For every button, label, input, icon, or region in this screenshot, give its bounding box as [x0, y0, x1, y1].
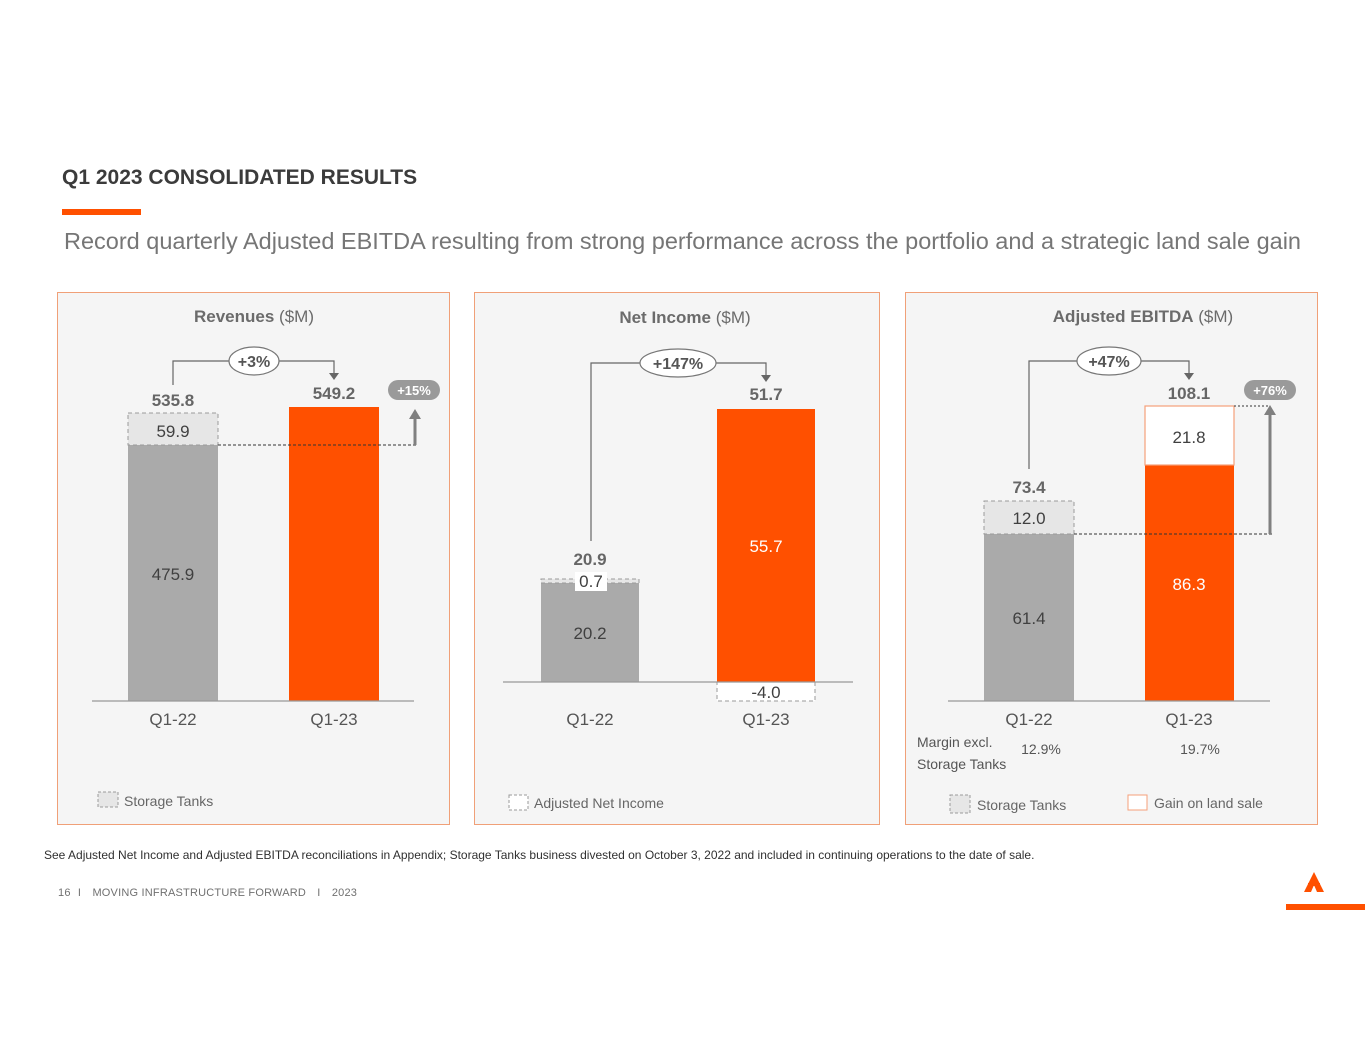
growth-label: +47% [1088, 354, 1129, 371]
excl-arrowhead [409, 409, 421, 419]
chart-title-bold: Adjusted EBITDA [1053, 307, 1194, 326]
excl-growth-label: +76% [1253, 383, 1287, 398]
x-tick-q1-22: Q1-22 [566, 710, 613, 729]
growth-arrowhead [761, 375, 771, 382]
total-label-q1-22: 73.4 [1012, 478, 1046, 497]
footnote: See Adjusted Net Income and Adjusted EBI… [44, 848, 1035, 862]
adjusted-ebitda-chart: Adjusted EBITDA ($M) +47% +76% 73.4 108.… [917, 307, 1296, 814]
x-tick-q1-23: Q1-23 [310, 710, 357, 729]
legend-label-gain-on-land-sale: Gain on land sale [1154, 795, 1263, 811]
growth-label: +147% [653, 356, 703, 373]
x-tick-q1-23: Q1-23 [742, 710, 789, 729]
chart-title: Net Income ($M) [619, 308, 750, 327]
legend-label-adjusted-net-income: Adjusted Net Income [534, 795, 664, 811]
footer-separator: I [317, 887, 321, 899]
chart-title-unit: ($M) [1198, 307, 1233, 326]
revenues-chart: Revenues ($M) +3% +15% 535.8 549.2 59.9 … [92, 307, 440, 809]
base-value-label: 475.9 [152, 565, 195, 584]
growth-arrowhead [329, 373, 339, 380]
chart-title-unit: ($M) [716, 308, 751, 327]
total-label-q1-22: 20.9 [573, 550, 606, 569]
logo-underline [1286, 904, 1365, 910]
base-value-label-q1-23: 86.3 [1172, 575, 1205, 594]
chart-title: Adjusted EBITDA ($M) [1053, 307, 1233, 326]
base-value-label-q1-23: 55.7 [749, 537, 782, 556]
footer-year: 2023 [331, 887, 358, 899]
bar-q1-23 [717, 409, 815, 682]
total-label-q1-22: 535.8 [152, 391, 195, 410]
margin-label-line1: Margin excl. [917, 734, 992, 750]
margin-label-line2: Storage Tanks [917, 756, 1006, 772]
margin-value-q1-22: 12.9% [1021, 741, 1061, 757]
growth-pill [639, 348, 717, 378]
growth-label: +3% [238, 354, 270, 371]
chart-title-bold: Revenues [194, 307, 274, 326]
footer-tagline: MOVING INFRASTRUCTURE FORWARD [92, 887, 307, 899]
title-accent-bar [62, 209, 141, 215]
excl-arrowhead [1264, 405, 1276, 415]
net-income-chart-panel: Net Income ($M) +147% 20.9 51.7 0.7 20.2… [474, 292, 880, 825]
x-tick-q1-23: Q1-23 [1165, 710, 1212, 729]
growth-pill [228, 346, 280, 376]
base-value-label-q1-22: 61.4 [1012, 609, 1045, 628]
storage-tanks-value-label: 12.0 [1012, 509, 1045, 528]
total-label-q1-23: 549.2 [313, 384, 356, 403]
bar-q1-23-base [1145, 465, 1234, 701]
legend-label-storage-tanks: Storage Tanks [977, 797, 1066, 813]
bar-q1-22-storage-tanks [983, 500, 1075, 535]
chart-title: Revenues ($M) [194, 307, 314, 326]
bar-q1-22-base [128, 444, 218, 701]
page-subtitle: Record quarterly Adjusted EBITDA resulti… [64, 228, 1301, 254]
net-income-chart: Net Income ($M) +147% 20.9 51.7 0.7 20.2… [503, 308, 853, 811]
excl-growth-label: +15% [397, 383, 431, 398]
company-logo-icon [1286, 872, 1365, 910]
legend-swatch-storage-tanks [949, 794, 971, 814]
adjustment-value-label-q1-23: -4.0 [751, 683, 780, 702]
page-title: Q1 2023 CONSOLIDATED RESULTS [62, 166, 418, 189]
bar-q1-23-gain-on-land-sale [1144, 405, 1235, 466]
page-footer: 16 I MOVING INFRASTRUCTURE FORWARD I 202… [58, 887, 357, 899]
gain-value-label: 21.8 [1172, 428, 1205, 447]
adjustment-label-bg [575, 572, 607, 591]
chart-title-unit: ($M) [279, 307, 314, 326]
logo-a-crossbar [1308, 883, 1320, 886]
bar-q1-22-base [541, 582, 639, 682]
revenues-chart-panel: Revenues ($M) +3% +15% 535.8 549.2 59.9 … [57, 292, 450, 825]
legend-swatch-gain-on-land-sale [1127, 794, 1148, 811]
excl-growth-pill [388, 380, 440, 400]
growth-arrowhead [1184, 373, 1194, 380]
excl-growth-pill [1244, 380, 1296, 400]
storage-tanks-value-label: 59.9 [156, 422, 189, 441]
legend-swatch-adjusted-net-income [508, 794, 529, 811]
adjusted-ebitda-chart-panel: Adjusted EBITDA ($M) +47% +76% 73.4 108.… [905, 292, 1318, 825]
bar-q1-22-storage-tanks [127, 412, 219, 446]
legend-swatch-storage-tanks [97, 791, 119, 808]
chart-title-bold: Net Income [619, 308, 711, 327]
x-tick-q1-22: Q1-22 [149, 710, 196, 729]
page-number: 16 [58, 887, 71, 899]
total-label-q1-23: 51.7 [749, 385, 782, 404]
adjustment-value-label-q1-22: 0.7 [579, 572, 603, 591]
total-label-q1-23: 108.1 [1168, 384, 1211, 403]
legend-label-storage-tanks: Storage Tanks [124, 793, 213, 809]
bar-q1-22-base [984, 533, 1074, 701]
bar-q1-23 [289, 407, 379, 701]
growth-pill [1076, 346, 1142, 376]
base-value-label-q1-22: 20.2 [573, 624, 606, 643]
x-tick-q1-22: Q1-22 [1005, 710, 1052, 729]
margin-value-q1-23: 19.7% [1180, 741, 1220, 757]
logo-a-shape [1304, 872, 1324, 892]
footer-separator: I [77, 887, 82, 899]
